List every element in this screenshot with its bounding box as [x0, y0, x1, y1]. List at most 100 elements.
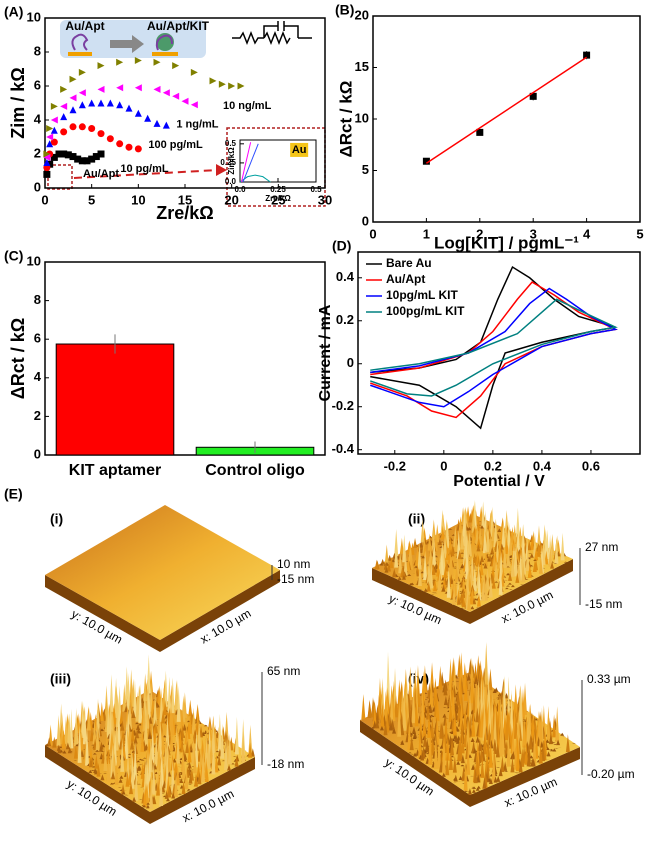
point	[126, 144, 133, 151]
point	[88, 100, 95, 107]
x-tick-label: 0.0	[234, 185, 246, 194]
z-max-label: 0.33 µm	[587, 672, 631, 686]
point	[79, 89, 86, 96]
point	[107, 135, 114, 142]
point	[70, 123, 77, 130]
z-min-label: -15 nm	[277, 572, 314, 586]
series-label: 10 ng/mL	[223, 100, 272, 112]
afm-peak	[413, 538, 417, 548]
x-tick-label: 5	[88, 192, 95, 207]
y-tick-label: 8	[34, 292, 41, 307]
point	[46, 125, 53, 132]
x-tick-label: 0	[369, 226, 376, 241]
point	[98, 130, 105, 137]
panel-label: (A)	[4, 4, 23, 20]
x-axis-label: Zre/kΩ	[156, 203, 213, 223]
point	[191, 101, 198, 108]
z-min-label: -0.20 µm	[587, 767, 635, 781]
z-min-label: -18 nm	[267, 757, 304, 771]
point	[163, 89, 170, 96]
y-axis-label: ΔRct / kΩ	[8, 318, 28, 399]
z-max-label: 27 nm	[585, 540, 618, 554]
fit-line	[426, 57, 586, 163]
point	[70, 106, 77, 113]
y-tick-label: 0.5	[225, 139, 237, 148]
y-tick-label: 0.2	[336, 312, 354, 327]
point	[98, 100, 105, 107]
y-tick-label: 15	[355, 59, 369, 74]
point	[172, 93, 179, 100]
y-tick-label: 4	[34, 369, 42, 384]
point	[219, 81, 226, 88]
point	[135, 110, 142, 117]
point	[210, 77, 217, 84]
y-tick-label: 2	[34, 408, 41, 423]
point	[51, 117, 58, 124]
bar	[56, 344, 174, 455]
point	[144, 115, 151, 122]
series-label: 100 pg/mL	[148, 139, 203, 151]
x-tick-label: 0.25	[270, 185, 286, 194]
x-tick-label: 30	[318, 192, 332, 207]
x-tick-label: 0.4	[533, 458, 552, 473]
y-tick-label: 0.0	[225, 177, 237, 186]
afm-peak	[561, 533, 565, 561]
point	[60, 86, 67, 93]
y-axis-label: Zim / kΩ	[8, 67, 28, 138]
y-tick-label: 5	[362, 162, 369, 177]
point	[228, 83, 235, 90]
point	[135, 84, 142, 91]
zoom-box	[48, 165, 72, 189]
y-tick-label: 6	[34, 77, 41, 92]
point	[154, 120, 161, 127]
point	[107, 100, 114, 107]
x-tick-label: 0.2	[484, 458, 502, 473]
x-tick-label: 4	[583, 226, 591, 241]
point	[116, 101, 123, 108]
z-min-label: -15 nm	[585, 597, 622, 611]
y-tick-label: 10	[355, 110, 369, 125]
schematic-label: Au/Apt/KIT	[147, 19, 210, 33]
circuit-icon	[232, 21, 312, 43]
x-axis-label: Zre/kΩ	[265, 194, 291, 203]
y-tick-label: -0.4	[332, 441, 355, 456]
afm-peak	[235, 717, 239, 755]
point	[116, 84, 123, 91]
point	[182, 98, 189, 105]
point	[135, 145, 142, 152]
y-axis-label: ΔRct / kΩ	[336, 81, 355, 158]
point	[126, 105, 133, 112]
y-tick-label: 0.4	[336, 269, 355, 284]
series-label: 10 pg/mL	[120, 163, 169, 175]
y-tick-label: 10	[27, 9, 41, 24]
annotation: Au	[292, 144, 307, 156]
series-label: 1 ng/mL	[176, 119, 218, 131]
y-axis-label: Current / mA	[317, 304, 334, 401]
electrode-icon	[68, 52, 92, 56]
legend-label: Bare Au	[386, 256, 432, 270]
point	[79, 123, 86, 130]
legend-label: Au/Apt	[386, 272, 425, 286]
point	[116, 140, 123, 147]
afm-peak	[385, 545, 389, 564]
panel-label: (C)	[4, 248, 23, 264]
y-axis-label: Zim/kΩ	[227, 147, 236, 175]
y-tick-label: 20	[355, 7, 369, 22]
curve	[370, 282, 615, 417]
point	[60, 113, 67, 120]
point	[172, 62, 179, 69]
point	[70, 76, 77, 83]
y-tick-label: 0	[34, 446, 41, 461]
x-tick-label: 0	[41, 192, 48, 207]
x-tick-label: 5	[636, 226, 643, 241]
point	[79, 101, 86, 108]
point	[98, 151, 105, 158]
panel-label: (E)	[4, 486, 23, 502]
x-tick-label: KIT aptamer	[69, 462, 161, 479]
point	[135, 57, 142, 64]
afm-peak	[147, 654, 151, 694]
point	[51, 127, 58, 134]
image-label: (i)	[50, 511, 63, 527]
x-tick-label: Control oligo	[205, 462, 305, 479]
point	[98, 62, 105, 69]
